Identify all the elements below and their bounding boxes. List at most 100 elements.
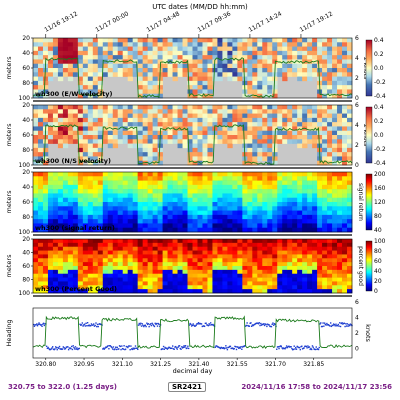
heatmap-cell [142, 250, 148, 255]
heading-point [349, 323, 352, 325]
heatmap-cell [217, 50, 223, 56]
heatmap-cell [112, 269, 119, 275]
heatmap-cell [262, 219, 268, 224]
heading-point [160, 348, 162, 351]
heatmap-cell [237, 172, 243, 177]
heatmap-cell [297, 176, 303, 181]
heatmap-cell [57, 193, 64, 199]
heatmap-cell [33, 152, 39, 157]
heading-point [45, 345, 48, 348]
heatmap-cell [127, 76, 133, 82]
heatmap-cell [82, 126, 89, 132]
heatmap-cell [167, 197, 173, 203]
heatmap-cell [322, 117, 328, 123]
heading-point [309, 348, 311, 351]
heatmap-cell [77, 176, 84, 181]
heatmap-cell [97, 285, 104, 290]
heatmap-cell [187, 266, 193, 271]
heatmap-cell [122, 55, 129, 60]
heatmap-cell [197, 109, 203, 114]
heatmap-cell [232, 254, 238, 259]
heatmap-cell [172, 214, 178, 220]
y-axis-label: meters [5, 190, 13, 214]
heatmap-cell [112, 135, 119, 140]
heatmap-cell [177, 210, 183, 216]
heatmap-cell [347, 80, 353, 86]
heatmap-cell [312, 223, 318, 229]
heatmap-cell [112, 38, 119, 43]
heatmap-cell [127, 189, 133, 194]
heatmap-cell [277, 223, 283, 229]
heatmap-cell [332, 147, 338, 153]
heatmap-cell [277, 202, 283, 207]
heatmap-cell [152, 202, 158, 207]
heatmap-cell [342, 281, 348, 286]
heatmap-cell [127, 266, 133, 271]
heatmap-cell [37, 68, 44, 73]
heatmap-cell [297, 46, 303, 52]
heatmap-cell [337, 189, 343, 194]
heatmap-cell [312, 68, 318, 73]
heading-point [220, 346, 223, 349]
heatmap-cell [282, 189, 288, 194]
colorbar-label: signal return [357, 183, 364, 221]
heatmap-cell [147, 50, 153, 56]
heatmap-cell [262, 156, 268, 162]
heatmap-cell [82, 210, 89, 216]
heatmap-cell [257, 80, 263, 86]
heatmap-cell [117, 197, 124, 203]
heatmap-cell [262, 42, 268, 47]
y-axis-label: meters [5, 123, 13, 147]
heatmap-cell [322, 273, 328, 278]
heading-point [298, 346, 300, 349]
heatmap-cell [77, 147, 84, 153]
heading-point [336, 324, 339, 327]
heatmap-cell [237, 126, 243, 132]
heatmap-cell [277, 184, 283, 190]
heatmap-cell [342, 266, 348, 271]
heatmap-cell [202, 55, 208, 60]
heatmap-cell [187, 93, 193, 99]
heatmap-cell [47, 239, 54, 244]
heatmap-cell [202, 242, 208, 248]
heatmap-cell [37, 72, 44, 77]
heatmap-cell [132, 189, 138, 194]
heatmap-cell [137, 72, 143, 77]
heatmap-cell [77, 202, 84, 207]
heatmap-cell [202, 156, 208, 162]
heatmap-cell [302, 269, 308, 275]
heatmap-cell [247, 214, 253, 220]
heatmap-cell [242, 50, 248, 56]
heatmap-cell [117, 254, 124, 259]
heatmap-cell [312, 254, 318, 259]
heatmap-cell [252, 246, 258, 251]
heatmap-cell [202, 202, 208, 207]
heatmap-cell [287, 176, 293, 181]
heatmap-cell [97, 152, 104, 157]
heatmap-cell [312, 258, 318, 263]
heatmap-cell [287, 254, 293, 259]
heatmap-cell [327, 184, 333, 190]
knots-tick-label: 6 [355, 35, 359, 42]
heatmap-cell [157, 242, 163, 248]
heatmap-cell [107, 269, 114, 275]
heatmap-cell [142, 113, 148, 119]
heatmap-cell [277, 285, 283, 290]
heading-point [323, 322, 326, 324]
heatmap-cell [62, 176, 69, 181]
heatmap-cell [202, 113, 208, 119]
heading-point [238, 346, 241, 349]
heatmap-cell [117, 42, 124, 47]
heatmap-cell [167, 68, 173, 73]
heatmap-cell [107, 172, 114, 177]
heatmap-cell [77, 262, 84, 267]
heatmap-cell [282, 273, 288, 278]
heatmap-cell [132, 180, 138, 186]
heatmap-cell [252, 113, 258, 119]
heatmap-cell [77, 206, 84, 211]
heatmap-cell [42, 273, 49, 278]
heatmap-cell [87, 117, 94, 123]
heatmap-cell [252, 227, 258, 233]
heatmap-cell [132, 214, 138, 220]
heading-point [233, 347, 235, 350]
